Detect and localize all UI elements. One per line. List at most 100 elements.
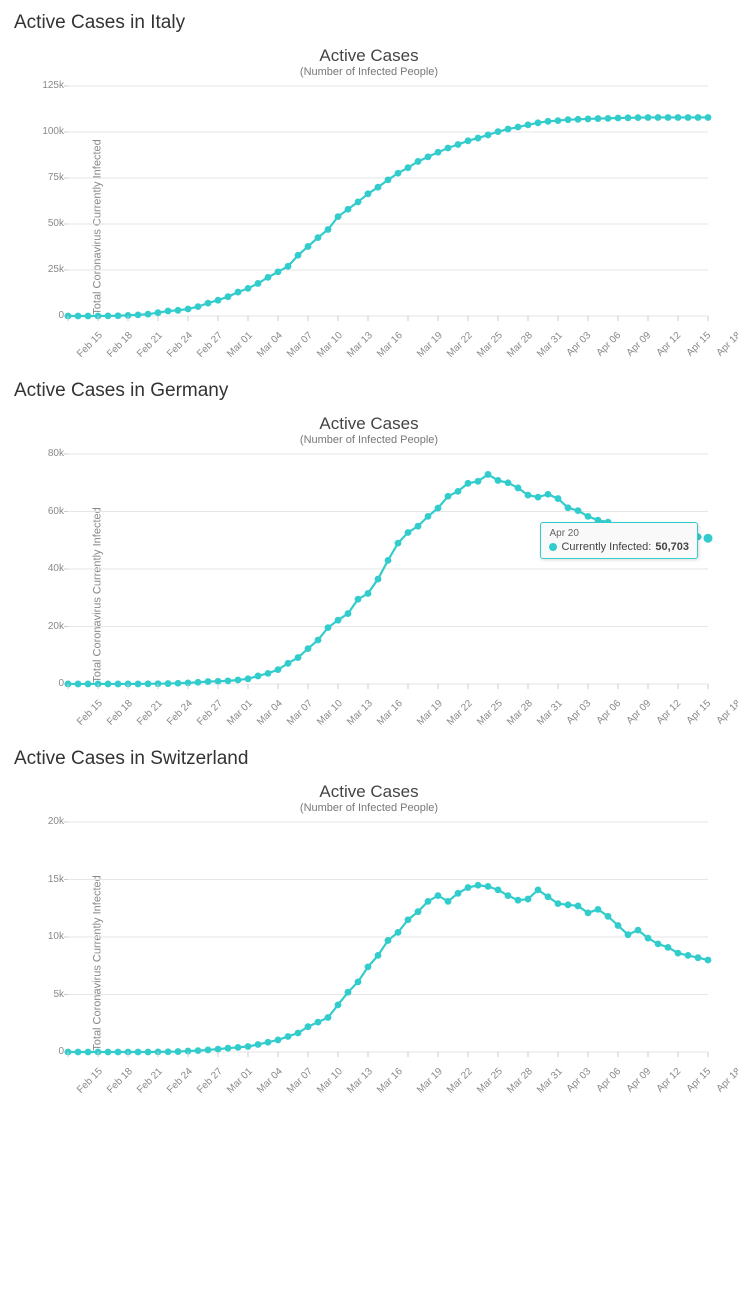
data-marker[interactable] [345,610,352,617]
data-marker[interactable] [315,234,322,241]
data-marker[interactable] [505,892,512,899]
data-marker[interactable] [675,950,682,957]
data-marker[interactable] [585,513,592,520]
data-marker[interactable] [275,666,282,673]
data-marker[interactable] [235,677,242,684]
data-marker[interactable] [175,680,182,687]
data-marker[interactable] [485,471,492,478]
data-marker[interactable] [545,893,552,900]
data-marker[interactable] [255,1041,262,1048]
data-marker[interactable] [225,293,232,300]
data-marker[interactable] [525,121,532,128]
data-marker[interactable] [145,680,152,687]
data-marker[interactable] [345,989,352,996]
data-marker[interactable] [495,128,502,135]
data-marker[interactable] [255,280,262,287]
data-marker[interactable] [625,114,632,121]
data-marker[interactable] [525,492,532,499]
data-marker[interactable] [655,114,662,121]
data-marker[interactable] [385,176,392,183]
data-marker[interactable] [515,897,522,904]
data-marker[interactable] [105,681,112,688]
data-marker[interactable] [205,300,212,307]
data-marker[interactable] [495,477,502,484]
data-marker[interactable] [645,935,652,942]
data-marker[interactable] [205,1047,212,1054]
data-marker[interactable] [605,913,612,920]
data-marker[interactable] [165,680,172,687]
data-marker[interactable] [545,118,552,125]
data-marker[interactable] [405,529,412,536]
data-marker[interactable] [165,1048,172,1055]
data-marker[interactable] [135,1049,142,1056]
data-marker[interactable] [425,898,432,905]
data-marker[interactable] [295,252,302,259]
data-marker[interactable] [345,206,352,213]
data-marker[interactable] [465,884,472,891]
data-marker[interactable] [265,274,272,281]
data-marker[interactable] [425,513,432,520]
data-marker[interactable] [355,978,362,985]
data-marker[interactable] [615,922,622,929]
data-marker[interactable] [255,673,262,680]
data-marker[interactable] [115,1049,122,1056]
data-marker[interactable] [535,119,542,126]
data-marker[interactable] [665,114,672,121]
data-marker[interactable] [285,263,292,270]
data-marker[interactable] [605,115,612,122]
data-marker[interactable] [225,677,232,684]
data-marker[interactable] [455,141,462,148]
data-marker[interactable] [235,289,242,296]
data-marker[interactable] [445,493,452,500]
data-marker[interactable] [375,576,382,583]
data-marker[interactable] [505,126,512,133]
data-marker[interactable] [475,882,482,889]
data-marker[interactable] [655,941,662,948]
data-marker[interactable] [85,681,92,688]
data-marker[interactable] [305,243,312,250]
data-marker[interactable] [705,957,712,964]
data-marker[interactable] [365,190,372,197]
data-marker[interactable] [685,114,692,121]
data-marker[interactable] [145,311,152,318]
data-marker[interactable] [115,681,122,688]
data-marker[interactable] [295,654,302,661]
data-marker[interactable] [245,1043,252,1050]
data-marker[interactable] [585,116,592,123]
data-marker[interactable] [245,285,252,292]
data-marker[interactable] [545,491,552,498]
data-marker[interactable] [85,313,92,320]
data-marker[interactable] [505,479,512,486]
data-marker[interactable] [595,115,602,122]
data-marker[interactable] [675,531,682,538]
data-marker[interactable] [275,268,282,275]
data-marker[interactable] [425,153,432,160]
data-marker[interactable] [675,114,682,121]
data-marker[interactable] [535,494,542,501]
data-marker[interactable] [445,898,452,905]
data-marker[interactable] [555,495,562,502]
data-marker[interactable] [335,213,342,220]
data-marker[interactable] [195,303,202,310]
data-marker[interactable] [485,132,492,139]
data-marker[interactable] [215,297,222,304]
data-marker[interactable] [385,557,392,564]
data-marker[interactable] [245,675,252,682]
data-marker[interactable] [625,931,632,938]
data-marker[interactable] [555,117,562,124]
data-marker[interactable] [225,1045,232,1052]
data-marker[interactable] [695,954,702,961]
data-marker[interactable] [635,114,642,121]
data-marker[interactable] [625,523,632,530]
data-marker[interactable] [75,313,82,320]
data-marker[interactable] [305,1023,312,1030]
data-marker[interactable] [375,952,382,959]
data-marker[interactable] [235,1044,242,1051]
data-marker[interactable] [645,114,652,121]
data-marker[interactable] [265,1039,272,1046]
data-marker[interactable] [275,1037,282,1044]
data-marker[interactable] [165,308,172,315]
data-marker[interactable] [655,529,662,536]
data-marker[interactable] [465,137,472,144]
data-marker[interactable] [535,886,542,893]
